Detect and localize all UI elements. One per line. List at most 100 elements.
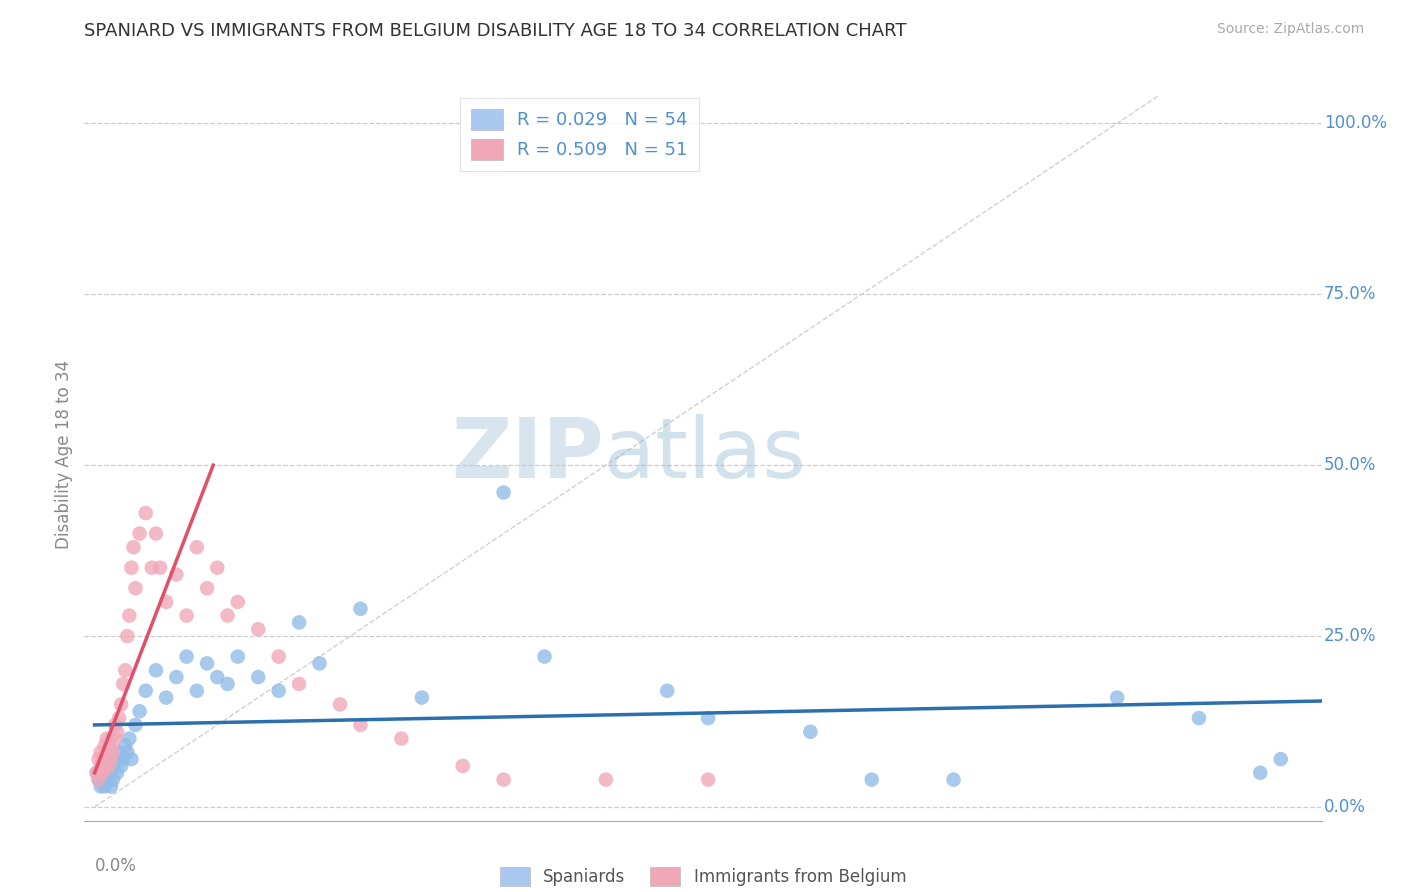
Point	[697, 711, 720, 725]
Point	[155, 595, 177, 609]
Point	[108, 745, 131, 759]
Point	[105, 724, 128, 739]
Point	[94, 765, 117, 780]
Point	[120, 560, 142, 574]
Point	[657, 683, 679, 698]
Point	[86, 765, 108, 780]
Point	[217, 608, 239, 623]
Point	[122, 540, 145, 554]
Point	[1188, 711, 1211, 725]
Point	[104, 718, 127, 732]
Point	[149, 560, 172, 574]
Point	[128, 704, 150, 718]
Point	[697, 772, 720, 787]
Point	[94, 759, 117, 773]
Point	[267, 683, 290, 698]
Text: SPANIARD VS IMMIGRANTS FROM BELGIUM DISABILITY AGE 18 TO 34 CORRELATION CHART: SPANIARD VS IMMIGRANTS FROM BELGIUM DISA…	[84, 22, 907, 40]
Point	[117, 629, 139, 643]
Point	[226, 649, 249, 664]
Point	[110, 759, 132, 773]
Point	[165, 567, 187, 582]
Point	[267, 649, 290, 664]
Point	[100, 731, 122, 746]
Point	[100, 765, 122, 780]
Point	[176, 608, 198, 623]
Point	[135, 506, 157, 520]
Point	[145, 526, 167, 541]
Point	[349, 601, 371, 615]
Point	[112, 752, 135, 766]
Point	[97, 759, 120, 773]
Point	[87, 752, 110, 766]
Text: ZIP: ZIP	[451, 415, 605, 495]
Point	[145, 663, 167, 677]
Point	[186, 540, 208, 554]
Point	[207, 670, 229, 684]
Point	[87, 772, 110, 787]
Point	[135, 683, 157, 698]
Point	[117, 745, 139, 759]
Text: 50.0%: 50.0%	[1324, 456, 1376, 475]
Point	[114, 663, 136, 677]
Point	[110, 698, 132, 712]
Point	[195, 657, 218, 671]
Point	[124, 581, 146, 595]
Point	[308, 657, 330, 671]
Point	[1270, 752, 1292, 766]
Point	[288, 677, 311, 691]
Point	[176, 649, 198, 664]
Point	[226, 595, 249, 609]
Point	[217, 677, 239, 691]
Text: Source: ZipAtlas.com: Source: ZipAtlas.com	[1216, 22, 1364, 37]
Point	[451, 759, 474, 773]
Point	[90, 780, 112, 794]
Point	[329, 698, 352, 712]
Point	[96, 765, 118, 780]
Point	[207, 560, 229, 574]
Text: atlas: atlas	[605, 415, 806, 495]
Point	[91, 772, 114, 787]
Point	[492, 485, 515, 500]
Point	[97, 739, 120, 753]
Text: 0.0%: 0.0%	[94, 857, 136, 875]
Point	[112, 677, 135, 691]
Point	[141, 560, 163, 574]
Point	[97, 759, 120, 773]
Point	[349, 718, 371, 732]
Point	[128, 526, 150, 541]
Text: 25.0%: 25.0%	[1324, 627, 1376, 645]
Point	[91, 765, 114, 780]
Point	[1249, 765, 1271, 780]
Point	[942, 772, 965, 787]
Point	[799, 724, 821, 739]
Point	[86, 765, 108, 780]
Point	[91, 752, 114, 766]
Point	[101, 772, 124, 787]
Point	[114, 739, 136, 753]
Point	[96, 731, 118, 746]
Point	[595, 772, 617, 787]
Point	[165, 670, 187, 684]
Point	[104, 731, 127, 746]
Point	[94, 739, 117, 753]
Point	[96, 752, 118, 766]
Point	[100, 752, 122, 766]
Point	[94, 780, 117, 794]
Point	[90, 765, 112, 780]
Text: 0.0%: 0.0%	[1324, 798, 1367, 816]
Point	[104, 752, 127, 766]
Point	[186, 683, 208, 698]
Legend: Spaniards, Immigrants from Belgium: Spaniards, Immigrants from Belgium	[494, 860, 912, 892]
Text: 75.0%: 75.0%	[1324, 285, 1376, 303]
Text: 100.0%: 100.0%	[1324, 114, 1388, 132]
Point	[120, 752, 142, 766]
Point	[860, 772, 883, 787]
Point	[247, 622, 270, 636]
Point	[118, 608, 141, 623]
Point	[411, 690, 433, 705]
Point	[389, 731, 412, 746]
Point	[97, 772, 120, 787]
Point	[533, 649, 555, 664]
Point	[96, 752, 118, 766]
Point	[124, 718, 146, 732]
